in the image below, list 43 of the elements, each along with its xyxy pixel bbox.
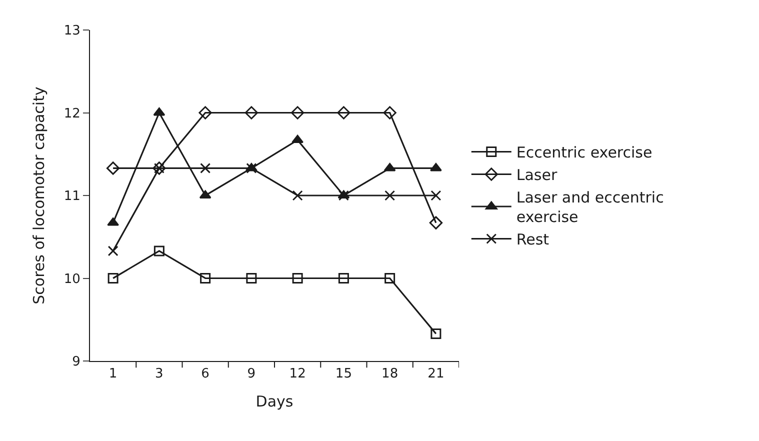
point — [384, 190, 396, 201]
y-tick-label: 11 — [64, 189, 80, 204]
point — [106, 162, 120, 175]
point — [200, 273, 211, 284]
x-tick-label: 9 — [247, 366, 256, 382]
point — [292, 190, 303, 201]
point — [338, 190, 349, 201]
point — [292, 273, 303, 284]
legend-label: Rest — [516, 230, 550, 249]
point — [108, 246, 118, 256]
legend-label: Eccentric exercise — [516, 144, 652, 162]
y-tick-label: 10 — [64, 272, 80, 287]
x-tick-label: 12 — [289, 366, 306, 382]
y-tick-label: 9 — [72, 354, 80, 370]
point — [200, 162, 211, 174]
point — [198, 106, 212, 120]
point — [430, 162, 442, 172]
point — [108, 273, 118, 284]
legend-label: Laser and eccentric exercise — [516, 188, 664, 226]
x-tick-label: 18 — [382, 366, 398, 382]
point — [430, 190, 442, 201]
point — [246, 273, 257, 284]
point — [290, 106, 304, 120]
y-axis-title: Scores of locomotor capacity — [30, 86, 48, 304]
point — [429, 216, 443, 230]
y-tick-label: 12 — [64, 106, 80, 122]
x-tick-label: 21 — [428, 366, 444, 382]
point — [383, 106, 396, 120]
y-tick-label: 13 — [64, 24, 80, 39]
point — [244, 106, 258, 120]
point — [430, 328, 442, 339]
legend-label: Laser — [516, 166, 558, 184]
point — [292, 134, 304, 144]
point — [154, 246, 164, 256]
x-tick-label: 15 — [335, 366, 352, 382]
x-tick-label: 3 — [155, 366, 164, 382]
point — [384, 273, 396, 284]
x-axis-title: Days — [256, 392, 294, 411]
point — [384, 162, 396, 172]
x-tick-label: 6 — [201, 366, 210, 382]
point — [337, 106, 350, 120]
x-tick-label: 1 — [108, 366, 118, 382]
point — [338, 273, 349, 284]
